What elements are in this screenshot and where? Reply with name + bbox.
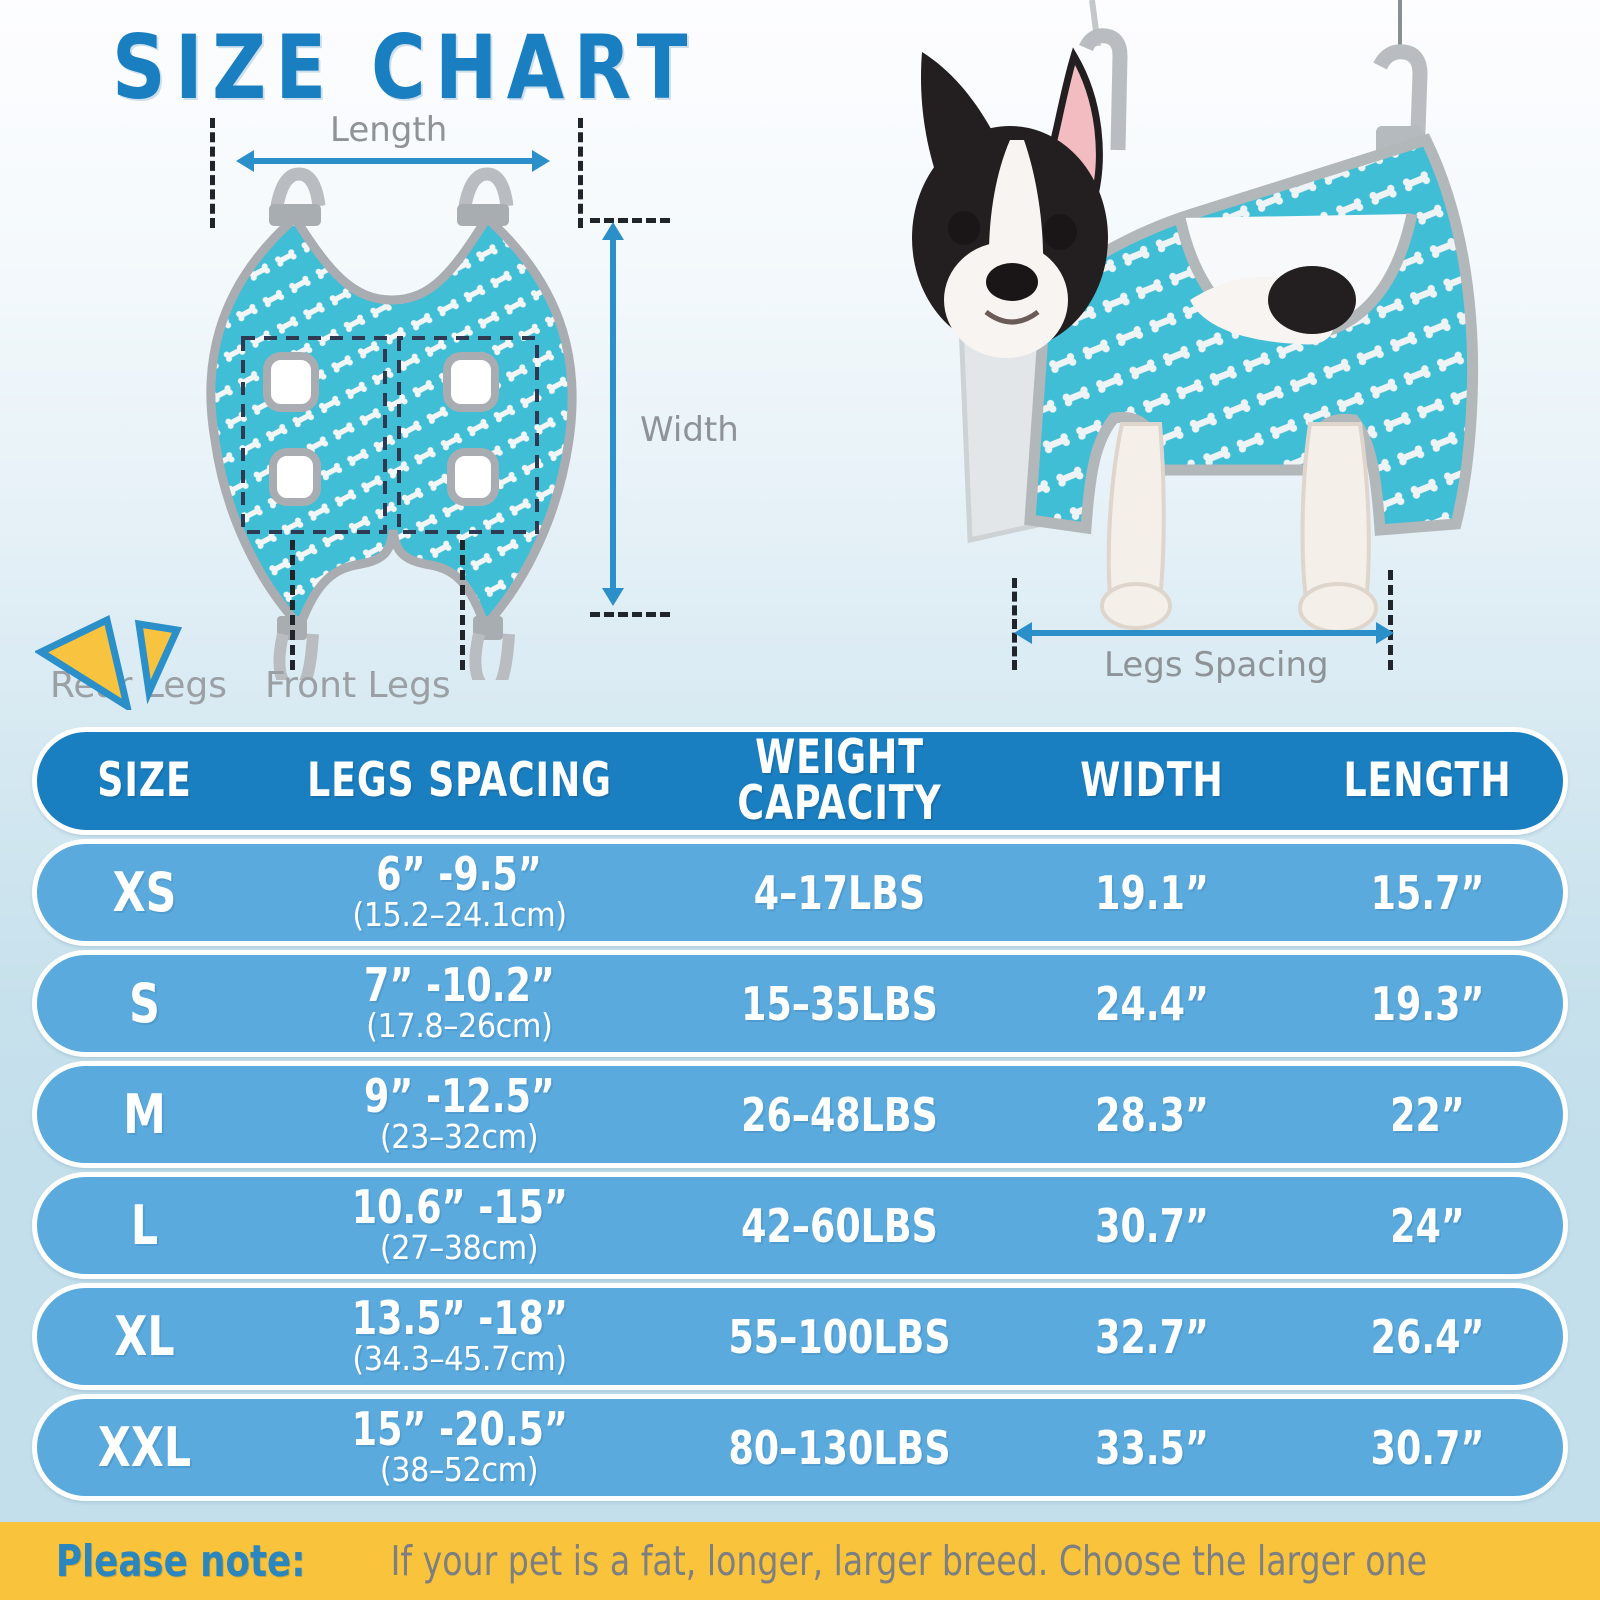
- cell-size: L: [130, 1194, 159, 1257]
- accent-triangles-icon: [35, 614, 183, 710]
- cell-length: 19.3”: [1370, 976, 1485, 1031]
- hammock-body: [206, 211, 577, 635]
- cell-length: 15.7”: [1370, 865, 1485, 920]
- stitch-lines: [241, 336, 539, 534]
- note-label: Please note:: [55, 1535, 306, 1587]
- front-legs-guide: [460, 540, 465, 670]
- header-cell-legs: LEGS SPACING: [307, 753, 612, 809]
- cell-legs-spacing: 7” -10.2” (17.8–26cm): [364, 958, 555, 1045]
- length-guide-right: [578, 118, 583, 228]
- table-row: XS 6” -9.5” (15.2–24.1cm) 4–17LBS 19.1” …: [32, 839, 1568, 946]
- header-cell-length: LENGTH: [1343, 753, 1512, 809]
- cell-width: 33.5”: [1095, 1420, 1209, 1475]
- table-header-row: SIZE LEGS SPACING WEIGHT CAPACITY WIDTH …: [32, 727, 1568, 835]
- cell-size: M: [123, 1083, 166, 1146]
- rear-legs-guide: [290, 540, 295, 670]
- front-legs-label: Front Legs: [265, 665, 451, 706]
- dog-head: [912, 47, 1108, 358]
- dog-photo: [860, 0, 1600, 640]
- cell-length: 30.7”: [1370, 1420, 1485, 1475]
- header-cell-width: WIDTH: [1080, 753, 1224, 809]
- width-guide-top: [590, 218, 670, 223]
- table-row: XXL 15” -20.5” (38–52cm) 80–130LBS 33.5”…: [32, 1394, 1568, 1501]
- leg-holes: [263, 352, 499, 506]
- header-cell-size: SIZE: [97, 753, 192, 809]
- page-title: SIZE CHART: [112, 16, 697, 119]
- footer-note: Please note: If your pet is a fat, longe…: [0, 1522, 1600, 1600]
- cell-legs-spacing: 6” -9.5” (15.2–24.1cm): [352, 847, 567, 934]
- cell-weight: 4–17LBS: [753, 865, 926, 920]
- cell-length: 26.4”: [1370, 1309, 1485, 1364]
- legs-spacing-label: Legs Spacing: [1104, 645, 1329, 685]
- table-row: M 9” -12.5” (23–32cm) 26–48LBS 28.3” 22”: [32, 1061, 1568, 1168]
- cell-width: 30.7”: [1095, 1198, 1209, 1253]
- cell-weight: 80–130LBS: [728, 1420, 951, 1475]
- bottom-straps: [273, 616, 515, 680]
- length-arrow: [236, 150, 550, 172]
- cell-weight: 42–60LBS: [741, 1198, 938, 1253]
- cell-width: 28.3”: [1095, 1087, 1209, 1142]
- width-guide-bottom: [590, 612, 670, 617]
- note-body: If your pet is a fat, longer, larger bre…: [390, 1537, 1428, 1585]
- legs-spacing-arrow: [1014, 622, 1394, 644]
- length-guide-left: [210, 118, 215, 228]
- cell-size: XS: [112, 861, 177, 924]
- length-label: Length: [330, 110, 448, 150]
- size-table: SIZE LEGS SPACING WEIGHT CAPACITY WIDTH …: [32, 727, 1568, 1501]
- cell-width: 24.4”: [1095, 976, 1209, 1031]
- width-label: Width: [640, 410, 739, 450]
- cell-weight: 15–35LBS: [741, 976, 938, 1031]
- hammock-illustration: [206, 167, 577, 680]
- cell-legs-spacing: 13.5” -18” (34.3–45.7cm): [351, 1291, 568, 1378]
- cell-width: 32.7”: [1095, 1309, 1209, 1364]
- dog-legs: [1100, 422, 1378, 634]
- cell-legs-spacing: 15” -20.5” (38–52cm): [351, 1402, 568, 1489]
- cell-size: XXL: [97, 1416, 192, 1479]
- header-cell-weight: WEIGHT CAPACITY: [737, 730, 942, 831]
- cell-weight: 26–48LBS: [741, 1087, 938, 1142]
- cell-length: 24”: [1390, 1198, 1465, 1253]
- cell-size: S: [129, 972, 160, 1035]
- table-row: L 10.6” -15” (27–38cm) 42–60LBS 30.7” 24…: [32, 1172, 1568, 1279]
- width-arrow: [602, 222, 624, 606]
- table-row: S 7” -10.2” (17.8–26cm) 15–35LBS 24.4” 1…: [32, 950, 1568, 1057]
- legs-spacing-guide-right: [1388, 570, 1393, 670]
- cell-weight: 55–100LBS: [728, 1309, 951, 1364]
- cell-width: 19.1”: [1095, 865, 1209, 920]
- cell-length: 22”: [1390, 1087, 1465, 1142]
- table-row: XL 13.5” -18” (34.3–45.7cm) 55–100LBS 32…: [32, 1283, 1568, 1390]
- cell-legs-spacing: 10.6” -15” (27–38cm): [351, 1180, 568, 1267]
- top-straps: [269, 167, 514, 226]
- cell-legs-spacing: 9” -12.5” (23–32cm): [364, 1069, 555, 1156]
- product-diagram: Length Width: [0, 110, 840, 730]
- cell-size: XL: [114, 1305, 175, 1368]
